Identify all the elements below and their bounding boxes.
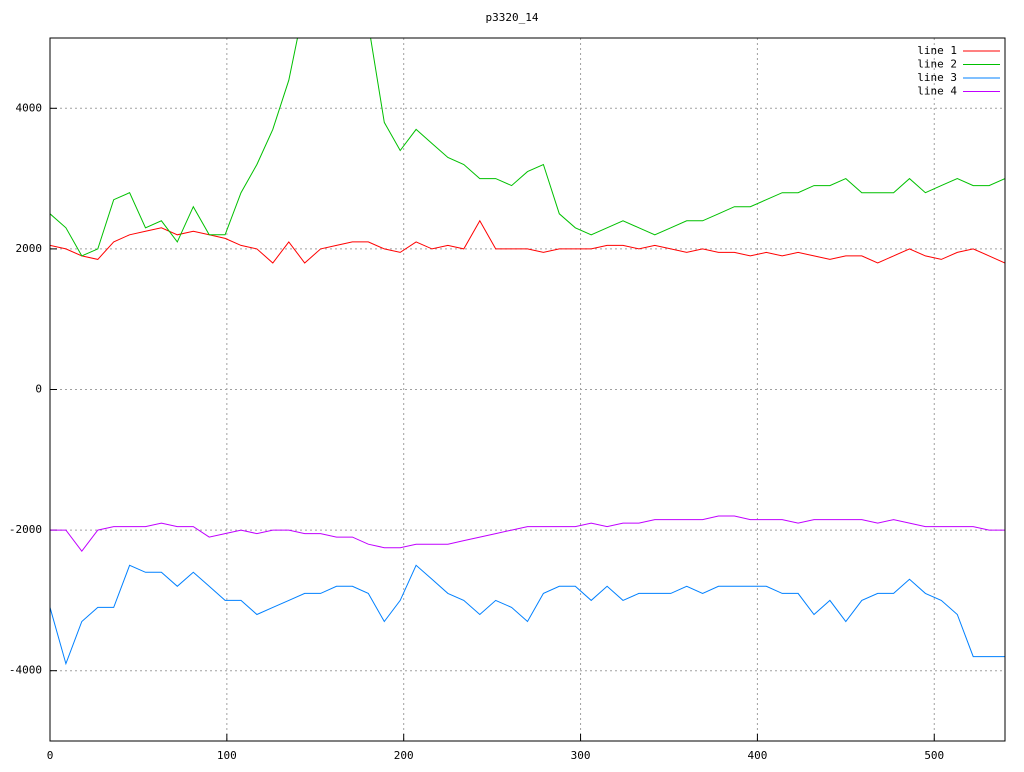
series-line xyxy=(50,38,1005,257)
legend-label: line 1 xyxy=(917,44,957,57)
x-tick-label: 300 xyxy=(571,749,591,762)
chart-title: p3320_14 xyxy=(486,11,539,24)
y-tick-label: -2000 xyxy=(9,523,42,536)
x-tick-label: 200 xyxy=(394,749,414,762)
x-tick-label: 500 xyxy=(924,749,944,762)
plot-area xyxy=(50,38,1005,666)
y-tick-label: 0 xyxy=(35,383,42,396)
y-tick-label: 4000 xyxy=(16,101,43,114)
x-tick-label: 0 xyxy=(47,749,54,762)
y-tick-label: -4000 xyxy=(9,664,42,677)
series-line xyxy=(50,515,1005,553)
x-tick-label: 100 xyxy=(217,749,237,762)
y-tick-label: 2000 xyxy=(16,242,43,255)
x-tick-label: 400 xyxy=(747,749,767,762)
plot-border xyxy=(49,37,1006,742)
series-line xyxy=(50,219,1005,264)
legend-label: line 3 xyxy=(917,71,957,84)
legend-label: line 4 xyxy=(917,85,957,98)
legend-label: line 2 xyxy=(917,58,957,71)
series-line xyxy=(50,564,1005,666)
